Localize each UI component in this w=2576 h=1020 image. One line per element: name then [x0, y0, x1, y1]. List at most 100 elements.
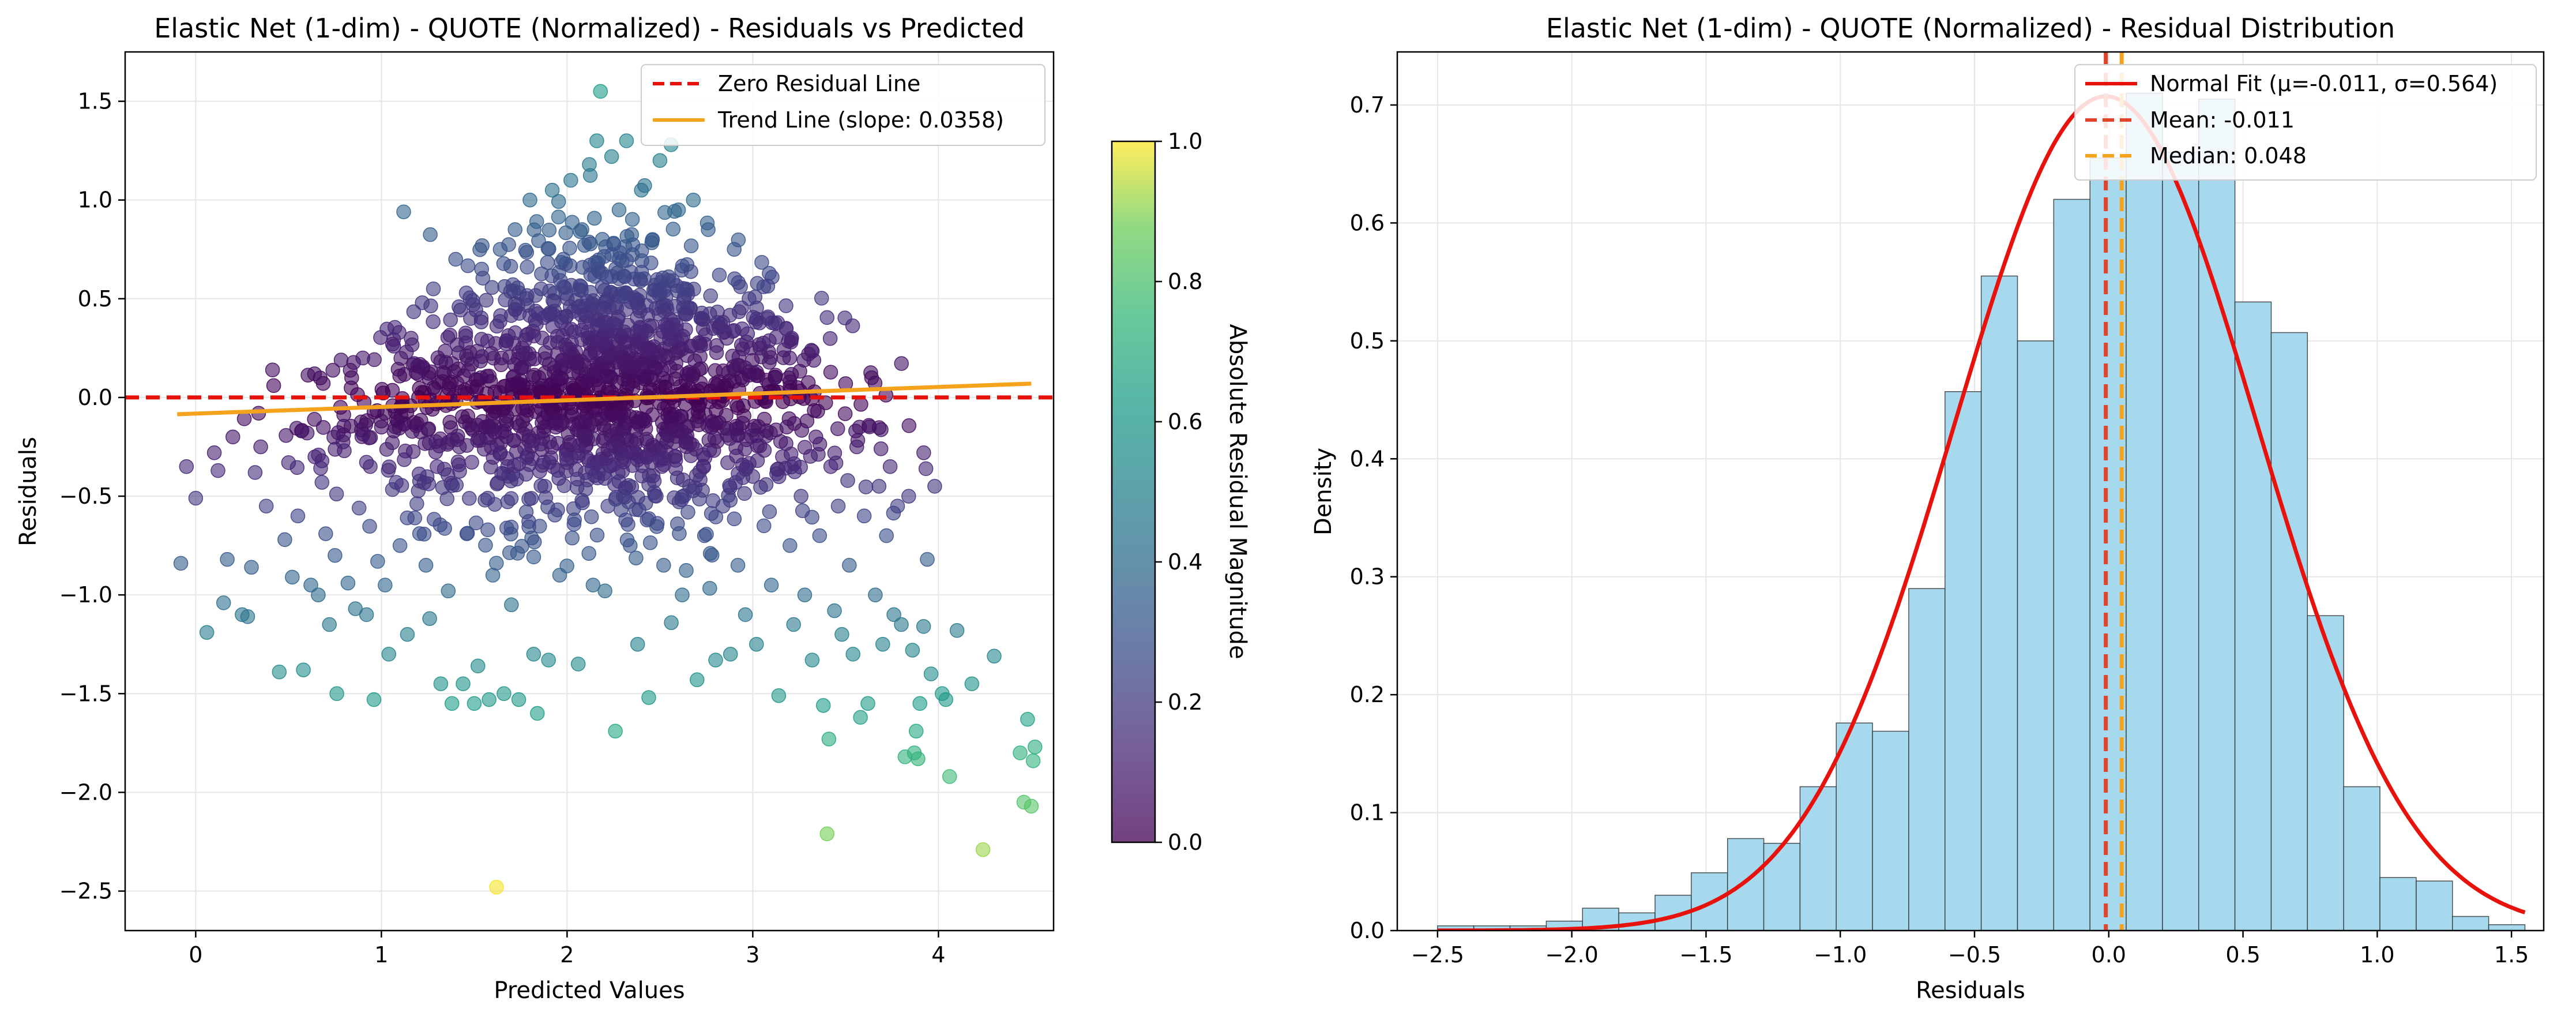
scatter-point [299, 425, 315, 441]
scatter-point [530, 706, 545, 721]
scatter-point [480, 333, 495, 348]
scatter-point [810, 403, 825, 419]
scatter-point [173, 556, 189, 571]
legend-label-median: Median: 0.048 [2150, 143, 2307, 168]
scatter-point [584, 509, 599, 524]
scatter-point [734, 370, 749, 385]
scatter-point [1028, 739, 1043, 755]
scatter-point [471, 658, 486, 674]
scatter-point [565, 530, 580, 546]
scatter-point [514, 539, 529, 554]
scatter-point [682, 479, 697, 494]
scatter-point [827, 603, 842, 618]
scatter-point [589, 527, 605, 543]
scatter-point [385, 336, 400, 352]
scatter-point [819, 826, 834, 842]
scatter-point [396, 204, 411, 219]
scatter-point [834, 627, 849, 642]
scatter-point [441, 583, 456, 599]
scatter-point [422, 611, 437, 626]
scatter-point [975, 842, 991, 857]
scatter-point [426, 512, 442, 527]
scatter-point [573, 278, 588, 293]
scatter-point [478, 538, 493, 553]
scatter-point [469, 343, 485, 359]
histogram-bar [2017, 340, 2055, 931]
scatter-point [693, 311, 708, 326]
scatter-point [912, 696, 927, 711]
colorbar-gradient [1111, 140, 1156, 843]
scatter-point [452, 439, 467, 455]
scatter-point [795, 503, 810, 519]
scatter-point [307, 366, 322, 381]
scatter-point [265, 362, 280, 377]
scatter-point [597, 301, 612, 316]
scatter-point [583, 346, 598, 361]
scatter-point [692, 492, 707, 507]
scatter-point [551, 209, 566, 224]
scatter-point [448, 252, 463, 267]
scatter-point [524, 490, 539, 506]
scatter-point [752, 438, 768, 453]
scatter-y-tick-label: −1.0 [59, 582, 112, 608]
scatter-point [512, 418, 527, 433]
scatter-point [742, 291, 757, 306]
scatter-point [874, 422, 889, 437]
scatter-point [557, 280, 573, 295]
scatter-point [727, 511, 742, 527]
scatter-point [703, 288, 718, 303]
scatter-point [443, 312, 458, 328]
scatter-point [314, 475, 330, 490]
scatter-point [549, 382, 565, 398]
scatter-point [548, 419, 563, 435]
scatter-point [908, 723, 924, 739]
histogram-overlay-lines [1437, 52, 2526, 931]
scatter-point [611, 271, 627, 286]
scatter-point [659, 434, 674, 449]
histogram-y-tick-label: 0.4 [1350, 446, 1385, 471]
scatter-point [625, 212, 640, 227]
scatter-point [634, 243, 649, 258]
scatter-point [550, 436, 565, 451]
histogram-x-label: Residuals [1916, 977, 2025, 1004]
scatter-point [566, 324, 582, 340]
scatter-point [258, 498, 274, 513]
scatter-point [240, 609, 255, 624]
scatter-point [479, 369, 495, 384]
histogram-y-tick-label: 0.5 [1350, 328, 1385, 354]
histogram-bar [1908, 588, 1946, 931]
scatter-x-ticks: 0 1 2 3 4 [189, 931, 945, 967]
scatter-point [858, 479, 874, 494]
scatter-point [916, 619, 931, 634]
scatter-point [520, 380, 536, 395]
scatter-point [456, 368, 472, 384]
histogram-x-tick-label: −1.0 [1814, 942, 1867, 967]
scatter-point [764, 578, 779, 592]
scatter-point [664, 615, 679, 631]
scatter-point [484, 346, 499, 361]
scatter-point [462, 491, 477, 506]
scatter-point [871, 479, 887, 494]
scatter-point [577, 238, 592, 253]
scatter-point [649, 519, 664, 534]
scatter-point [1013, 745, 1028, 760]
scatter-point [597, 471, 612, 486]
scatter-point [578, 429, 593, 445]
scatter-y-tick-label: −2.0 [59, 779, 112, 805]
histogram-x-tick-label: 1.5 [2494, 942, 2529, 967]
scatter-point [629, 550, 644, 565]
scatter-point [683, 264, 698, 279]
scatter-point [551, 369, 566, 385]
scatter-point [731, 304, 747, 320]
scatter-point [630, 490, 645, 505]
scatter-point [500, 459, 516, 474]
scatter-point [303, 578, 318, 592]
scatter-point [641, 690, 656, 705]
scatter-point [745, 352, 760, 368]
scatter-point [426, 281, 441, 297]
scatter-point [733, 279, 748, 294]
scatter-point [711, 320, 727, 335]
scatter-point [582, 157, 597, 172]
scatter-point [532, 519, 547, 534]
